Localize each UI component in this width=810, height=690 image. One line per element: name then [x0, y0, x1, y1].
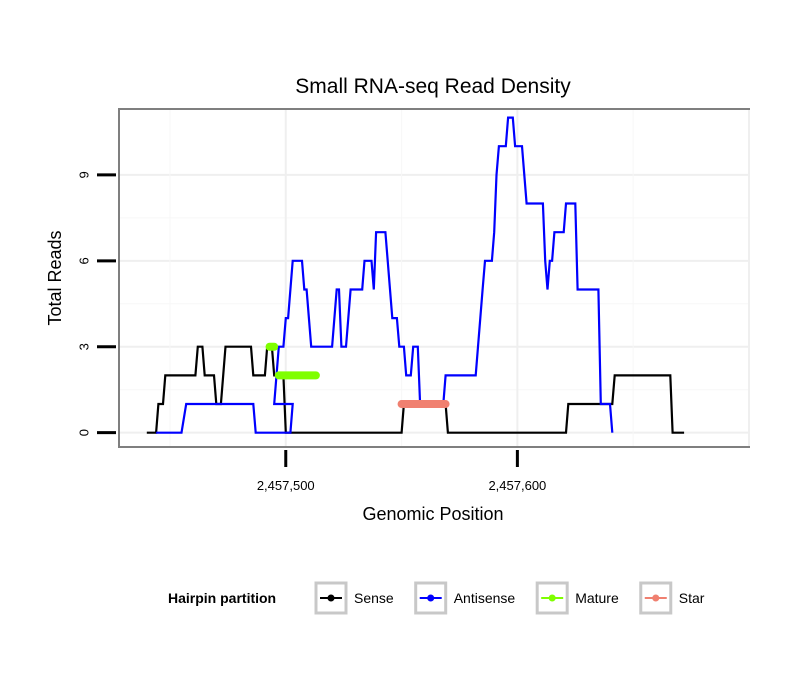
sense-series-line [146, 345, 685, 434]
plot-frame [118, 108, 750, 448]
y-tick-label: 6 [77, 257, 92, 264]
legend-label-star: Star [679, 590, 705, 606]
legend-key-point [652, 594, 660, 602]
legend-entries: Sense Antisense Mature Star [314, 581, 705, 615]
x-axis: 2,457,500 2,457,600 [257, 450, 546, 493]
legend-label-mature: Mature [575, 590, 619, 606]
x-axis-title: Genomic Position [362, 504, 503, 524]
x-tick-label: 2,457,600 [488, 478, 546, 493]
antisense-series-line [156, 116, 614, 434]
legend-key-point [548, 594, 556, 602]
y-tick-label: 3 [77, 343, 92, 350]
y-axis-title: Total Reads [45, 230, 65, 325]
y-tick-label: 9 [77, 171, 92, 178]
y-tick-label: 0 [77, 429, 92, 436]
legend-key-star [639, 581, 673, 615]
y-axis: 0 3 6 9 [77, 171, 116, 436]
legend-label-sense: Sense [354, 590, 394, 606]
plot-panel [118, 108, 750, 448]
legend: Hairpin partition Sense Antisense Mature St… [168, 581, 705, 615]
legend-label-antisense: Antisense [454, 590, 516, 606]
legend-title: Hairpin partition [168, 590, 276, 606]
legend-key-point [427, 594, 435, 602]
chart-title: Small RNA-seq Read Density [295, 75, 571, 98]
legend-key-point [327, 594, 335, 602]
series-layer [146, 116, 685, 434]
x-tick-label: 2,457,500 [257, 478, 315, 493]
